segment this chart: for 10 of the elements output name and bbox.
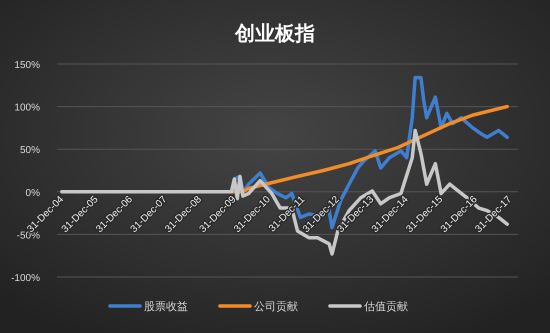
y-tick-label: 100% (14, 102, 40, 114)
y-tick-label: 150% (14, 60, 40, 71)
legend-label: 股票收益 (144, 301, 188, 313)
y-tick-label: 0% (26, 188, 40, 199)
y-tick-label: 50% (20, 145, 40, 156)
y-tick-label: -100% (11, 273, 40, 284)
legend-label: 估值贡献 (364, 301, 408, 313)
chart-title: 创业板指 (234, 23, 315, 45)
y-tick-label: -50% (16, 230, 40, 242)
legend-label: 公司贡献 (254, 301, 298, 313)
